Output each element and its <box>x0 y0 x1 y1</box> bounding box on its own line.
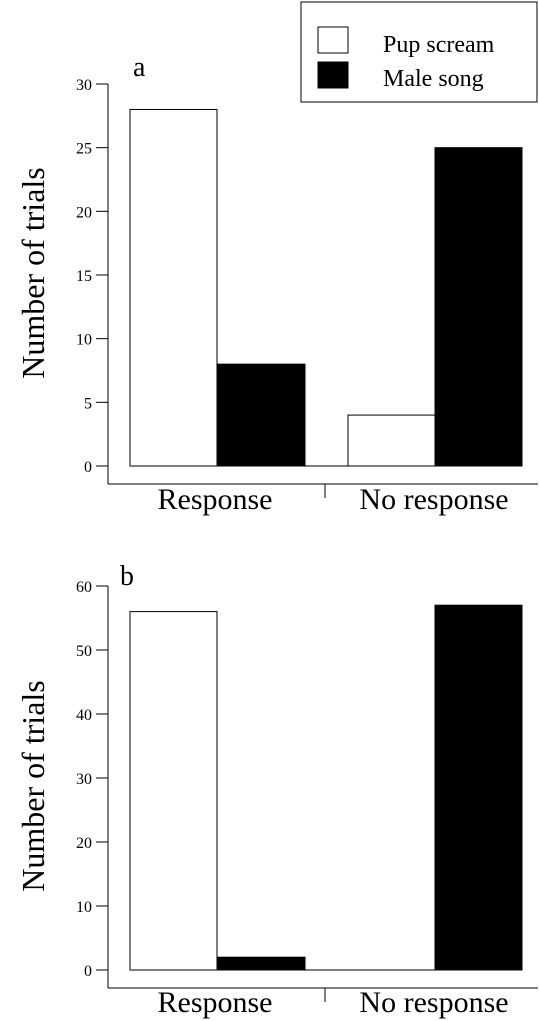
panel-a-bar-male-song-no-response <box>434 147 523 467</box>
panel-a-y-tick-label-5: 5 <box>84 395 92 412</box>
panel-a-x-label-response: Response <box>158 483 273 516</box>
panel-b-y-tick-label-0: 0 <box>84 963 92 980</box>
panel-a-y-tick-label-30: 30 <box>76 77 92 94</box>
legend-swatch-male-song <box>317 61 349 89</box>
panel-a-label: a <box>133 52 146 83</box>
panel-b-bar-male-song-no-response <box>434 604 523 971</box>
chart-panel-b: b Number of trials 0 10 20 30 40 50 60 Response… <box>15 561 538 1019</box>
panel-b-y-tick-label-20: 20 <box>76 835 92 852</box>
panel-b-label: b <box>120 561 134 592</box>
panel-a-bar-pup-scream-response <box>129 108 218 467</box>
legend-label-male-song: Male song <box>383 66 484 92</box>
panel-a-y-tick-label-0: 0 <box>84 459 92 476</box>
panel-b-x-label-response: Response <box>158 986 273 1019</box>
legend: Pup scream Male song <box>300 1 538 103</box>
panel-a-bar-pup-scream-no-response <box>347 414 436 467</box>
panel-b-y-axis-label: Number of trials <box>15 680 51 892</box>
panel-b-y-tick-label-60: 60 <box>76 579 92 596</box>
panel-a-y-tick-label-20: 20 <box>76 204 92 221</box>
panel-b-y-tick-label-30: 30 <box>76 771 92 788</box>
panel-a-y-axis-label: Number of trials <box>15 167 51 379</box>
panel-b-x-label-no-response: No response <box>359 986 508 1019</box>
panel-a-y-tick-label-15: 15 <box>76 268 92 285</box>
panel-b-bar-pup-scream-response <box>129 611 218 971</box>
panel-a-y-tick-label-25: 25 <box>76 141 92 158</box>
panel-a-x-label-no-response: No response <box>359 483 508 516</box>
panel-a-y-tick-label-10: 10 <box>76 332 92 349</box>
legend-label-pup-scream: Pup scream <box>383 32 495 58</box>
panel-b-y-tick-label-50: 50 <box>76 643 92 660</box>
panel-b-bar-male-song-response <box>217 956 306 971</box>
panel-a-bar-male-song-response <box>217 363 306 467</box>
panel-b-y-tick-label-10: 10 <box>76 899 92 916</box>
legend-swatch-pup-scream <box>317 26 349 54</box>
chart-panel-a: a Number of trials 0 5 10 15 20 25 30 Response N… <box>15 52 538 516</box>
panel-b-y-tick-label-40: 40 <box>76 707 92 724</box>
